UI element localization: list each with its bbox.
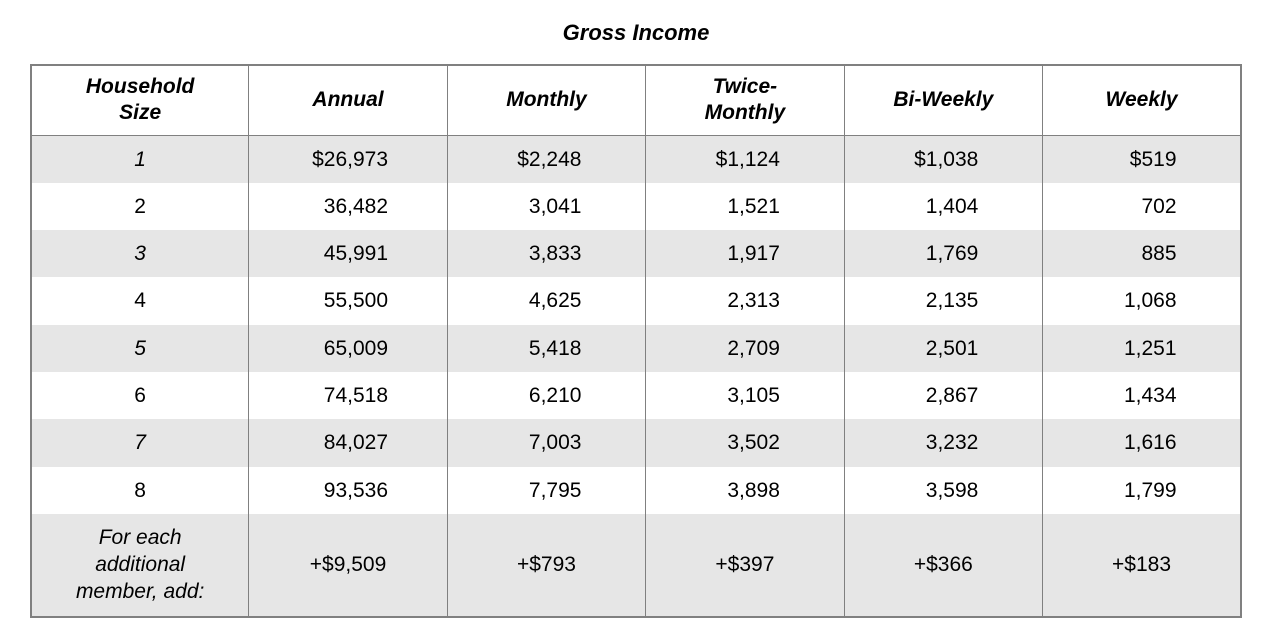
- cell-biweekly: 1,404: [844, 183, 1042, 230]
- table-row: 893,5367,7953,8983,5981,799: [31, 467, 1241, 514]
- cell-weekly: 1,799: [1043, 467, 1241, 514]
- col-header-biweekly: Bi-Weekly: [844, 65, 1042, 135]
- cell-additional-label: For eachadditionalmember, add:: [31, 514, 249, 617]
- cell-weekly: 1,616: [1043, 419, 1241, 466]
- cell-annual: $26,973: [249, 135, 447, 183]
- cell-household-size: 8: [31, 467, 249, 514]
- cell-monthly: 4,625: [447, 277, 645, 324]
- cell-weekly: 1,434: [1043, 372, 1241, 419]
- table-row-additional: For eachadditionalmember, add:+$9,509+$7…: [31, 514, 1241, 617]
- cell-monthly: 6,210: [447, 372, 645, 419]
- cell-household-size: 5: [31, 325, 249, 372]
- cell-monthly: 7,795: [447, 467, 645, 514]
- cell-monthly: 3,041: [447, 183, 645, 230]
- table-row: 1$26,973$2,248$1,124$1,038$519: [31, 135, 1241, 183]
- cell-biweekly: 2,867: [844, 372, 1042, 419]
- col-header-monthly: Monthly: [447, 65, 645, 135]
- cell-additional-twice-monthly: +$397: [646, 514, 844, 617]
- cell-weekly: 1,251: [1043, 325, 1241, 372]
- cell-annual: 65,009: [249, 325, 447, 372]
- cell-additional-annual: +$9,509: [249, 514, 447, 617]
- table-body: 1$26,973$2,248$1,124$1,038$519236,4823,0…: [31, 135, 1241, 617]
- table-title: Gross Income: [30, 20, 1242, 46]
- table-row: 236,4823,0411,5211,404702: [31, 183, 1241, 230]
- table-row: 455,5004,6252,3132,1351,068: [31, 277, 1241, 324]
- cell-weekly: 885: [1043, 230, 1241, 277]
- table-row: 784,0277,0033,5023,2321,616: [31, 419, 1241, 466]
- cell-biweekly: 2,501: [844, 325, 1042, 372]
- col-header-annual: Annual: [249, 65, 447, 135]
- cell-twice-monthly: 2,313: [646, 277, 844, 324]
- cell-household-size: 4: [31, 277, 249, 324]
- cell-additional-monthly: +$793: [447, 514, 645, 617]
- cell-monthly: $2,248: [447, 135, 645, 183]
- cell-annual: 45,991: [249, 230, 447, 277]
- col-header-twice-monthly: Twice-Monthly: [646, 65, 844, 135]
- cell-twice-monthly: 3,105: [646, 372, 844, 419]
- cell-annual: 93,536: [249, 467, 447, 514]
- cell-annual: 55,500: [249, 277, 447, 324]
- cell-biweekly: 3,598: [844, 467, 1042, 514]
- cell-annual: 74,518: [249, 372, 447, 419]
- cell-weekly: 702: [1043, 183, 1241, 230]
- cell-twice-monthly: 3,898: [646, 467, 844, 514]
- cell-household-size: 2: [31, 183, 249, 230]
- header-row: HouseholdSize Annual Monthly Twice-Month…: [31, 65, 1241, 135]
- cell-weekly: $519: [1043, 135, 1241, 183]
- cell-biweekly: 2,135: [844, 277, 1042, 324]
- cell-household-size: 3: [31, 230, 249, 277]
- cell-annual: 36,482: [249, 183, 447, 230]
- table-row: 565,0095,4182,7092,5011,251: [31, 325, 1241, 372]
- cell-biweekly: $1,038: [844, 135, 1042, 183]
- cell-household-size: 7: [31, 419, 249, 466]
- cell-twice-monthly: $1,124: [646, 135, 844, 183]
- cell-additional-weekly: +$183: [1043, 514, 1241, 617]
- cell-twice-monthly: 1,521: [646, 183, 844, 230]
- cell-weekly: 1,068: [1043, 277, 1241, 324]
- cell-annual: 84,027: [249, 419, 447, 466]
- cell-twice-monthly: 3,502: [646, 419, 844, 466]
- cell-monthly: 3,833: [447, 230, 645, 277]
- income-table: HouseholdSize Annual Monthly Twice-Month…: [30, 64, 1242, 618]
- cell-twice-monthly: 2,709: [646, 325, 844, 372]
- cell-additional-biweekly: +$366: [844, 514, 1042, 617]
- col-header-household-size: HouseholdSize: [31, 65, 249, 135]
- cell-twice-monthly: 1,917: [646, 230, 844, 277]
- cell-biweekly: 1,769: [844, 230, 1042, 277]
- col-header-weekly: Weekly: [1043, 65, 1241, 135]
- cell-monthly: 7,003: [447, 419, 645, 466]
- cell-household-size: 6: [31, 372, 249, 419]
- table-row: 345,9913,8331,9171,769885: [31, 230, 1241, 277]
- cell-monthly: 5,418: [447, 325, 645, 372]
- cell-household-size: 1: [31, 135, 249, 183]
- table-row: 674,5186,2103,1052,8671,434: [31, 372, 1241, 419]
- cell-biweekly: 3,232: [844, 419, 1042, 466]
